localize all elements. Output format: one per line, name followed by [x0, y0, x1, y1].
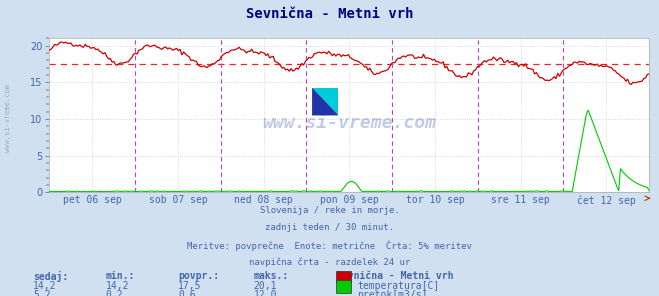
Text: temperatura[C]: temperatura[C]: [357, 281, 440, 291]
Polygon shape: [312, 88, 339, 115]
Text: Sevnična - Metni vrh: Sevnična - Metni vrh: [336, 271, 453, 281]
Text: Meritve: povprečne  Enote: metrične  Črta: 5% meritev: Meritve: povprečne Enote: metrične Črta:…: [187, 240, 472, 250]
Text: 0,6: 0,6: [178, 290, 196, 296]
Polygon shape: [312, 88, 339, 115]
Text: sedaj:: sedaj:: [33, 271, 68, 282]
Text: pretok[m3/s]: pretok[m3/s]: [357, 290, 428, 296]
Text: zadnji teden / 30 minut.: zadnji teden / 30 minut.: [265, 223, 394, 232]
Text: 5,2: 5,2: [33, 290, 51, 296]
Text: 0,2: 0,2: [105, 290, 123, 296]
Text: 12,0: 12,0: [254, 290, 277, 296]
Text: 14,2: 14,2: [105, 281, 129, 291]
Text: 17,5: 17,5: [178, 281, 202, 291]
Text: povpr.:: povpr.:: [178, 271, 219, 281]
Text: min.:: min.:: [105, 271, 135, 281]
FancyBboxPatch shape: [312, 88, 339, 115]
Text: 20,1: 20,1: [254, 281, 277, 291]
Text: 14,2: 14,2: [33, 281, 57, 291]
Text: Sevnična - Metni vrh: Sevnična - Metni vrh: [246, 7, 413, 21]
Text: www.si-vreme.com: www.si-vreme.com: [5, 84, 11, 152]
Text: maks.:: maks.:: [254, 271, 289, 281]
Text: navpična črta - razdelek 24 ur: navpična črta - razdelek 24 ur: [249, 257, 410, 267]
Text: www.si-vreme.com: www.si-vreme.com: [262, 114, 436, 132]
Text: Slovenija / reke in morje.: Slovenija / reke in morje.: [260, 206, 399, 215]
